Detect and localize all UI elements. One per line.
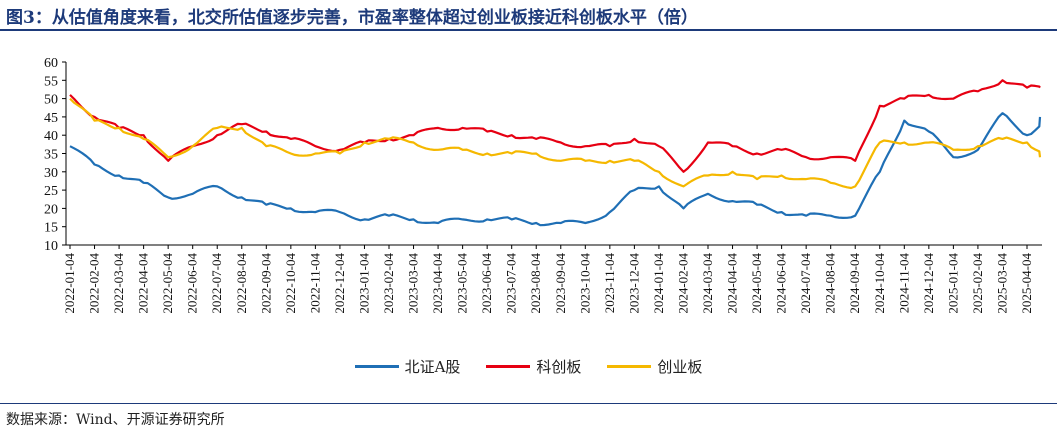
x-tick-label: 2024-08-04 <box>823 253 838 314</box>
title-underline <box>0 29 1057 31</box>
legend-swatch <box>354 365 399 368</box>
x-tick-label: 2024-03-04 <box>700 253 715 314</box>
x-tick-label: 2024-07-04 <box>798 253 813 314</box>
legend-item: 北证A股 <box>354 356 461 377</box>
series-line-3 <box>69 97 1042 190</box>
footer-divider <box>0 403 1057 404</box>
x-tick-label: 2023-06-04 <box>479 253 494 314</box>
x-tick-label: 2023-05-04 <box>455 253 470 314</box>
y-tick-label: 55 <box>44 74 58 89</box>
x-tick-label: 2024-10-04 <box>872 253 887 314</box>
x-tick-label: 2022-01-04 <box>62 253 77 314</box>
x-tick-label: 2023-11-04 <box>602 253 617 314</box>
chart-title: 图3：从估值角度来看，北交所估值逐步完善，市盈率整体超过创业板接近科创板水平（倍… <box>6 8 698 28</box>
x-tick-label: 2022-08-04 <box>234 253 249 314</box>
x-tick-label: 2025-01-04 <box>945 253 960 314</box>
x-tick-label: 2025-02-04 <box>970 253 985 314</box>
legend-label: 北证A股 <box>404 358 461 376</box>
x-tick-label: 2025-03-04 <box>994 253 1009 314</box>
data-source-note: 数据来源：Wind、开源证券研究所 <box>6 412 225 428</box>
x-tick-label: 2024-02-04 <box>675 253 690 314</box>
x-tick-label: 2024-01-04 <box>651 253 666 314</box>
y-tick-label: 40 <box>44 129 58 144</box>
x-tick-label: 2022-05-04 <box>160 253 175 314</box>
series-line-2 <box>69 79 1041 173</box>
x-tick-label: 2024-12-04 <box>921 253 936 314</box>
x-tick-label: 2022-11-04 <box>307 253 322 314</box>
x-tick-label: 2023-10-04 <box>577 253 592 314</box>
y-tick-label: 15 <box>44 221 58 236</box>
y-tick-label: 10 <box>44 239 58 254</box>
chart-legend: 北证A股 科创板 创业板 <box>0 356 1057 377</box>
legend-swatch <box>486 365 531 368</box>
y-tick-label: 60 <box>44 56 58 71</box>
y-tick-label: 20 <box>44 202 58 217</box>
x-tick-label: 2024-09-04 <box>847 253 862 314</box>
y-tick-label: 30 <box>44 166 58 181</box>
x-tick-label: 2024-05-04 <box>749 253 764 314</box>
x-tick-label: 2023-12-04 <box>626 253 641 314</box>
x-tick-label: 2022-04-04 <box>136 253 151 314</box>
x-tick-label: 2022-10-04 <box>283 253 298 314</box>
x-tick-label: 2022-07-04 <box>209 253 224 314</box>
line-chart: 10 15 20 25 30 35 40 45 50 55 60 2022-01-04 2022-02-… <box>44 56 1042 314</box>
legend-item: 科创板 <box>486 356 581 377</box>
x-tick-label: 2024-11-04 <box>896 253 911 314</box>
x-tick-label: 2023-03-04 <box>406 253 421 314</box>
series-line-1 <box>69 112 1042 227</box>
y-tick-label: 50 <box>44 93 58 108</box>
y-tick-label: 35 <box>44 148 58 163</box>
x-tick-label: 2022-03-04 <box>111 253 126 314</box>
x-tick-label: 2025-04-04 <box>1019 253 1034 314</box>
x-tick-label: 2023-04-04 <box>430 253 445 314</box>
x-tick-label: 2023-02-04 <box>381 253 396 314</box>
legend-label: 创业板 <box>657 358 703 376</box>
x-tick-label: 2022-06-04 <box>185 253 200 314</box>
x-tick-label: 2023-01-04 <box>356 253 371 314</box>
x-tick-label: 2022-12-04 <box>332 253 347 314</box>
x-tick-label: 2024-06-04 <box>774 253 789 314</box>
legend-label: 科创板 <box>536 358 582 376</box>
x-tick-label: 2023-08-04 <box>528 253 543 314</box>
legend-swatch <box>607 365 652 368</box>
y-tick-label: 25 <box>44 184 58 199</box>
x-tick-label: 2023-07-04 <box>504 253 519 314</box>
legend-item: 创业板 <box>607 356 702 377</box>
x-tick-label: 2024-04-04 <box>725 253 740 314</box>
x-tick-label: 2023-09-04 <box>553 253 568 314</box>
y-tick-label: 45 <box>44 111 58 126</box>
x-tick-label: 2022-02-04 <box>87 253 102 314</box>
x-tick-label: 2022-09-04 <box>258 253 273 314</box>
